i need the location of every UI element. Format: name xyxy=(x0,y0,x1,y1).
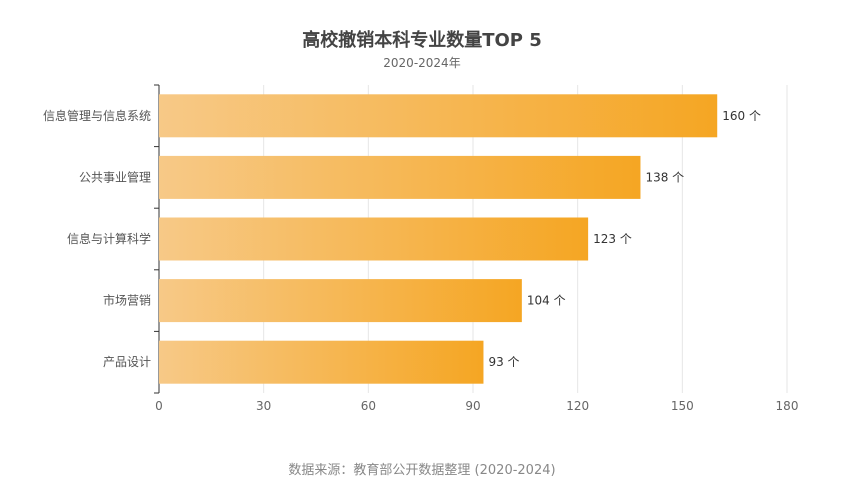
data-label: 93 个 xyxy=(488,355,519,369)
x-tick-label: 30 xyxy=(256,399,271,413)
chart-title: 高校撤销本科专业数量TOP 5 xyxy=(302,30,542,51)
x-tick-label: 90 xyxy=(465,399,480,413)
data-label: 123 个 xyxy=(593,232,632,246)
y-category-label: 信息与计算科学 xyxy=(67,231,151,246)
x-tick-label: 120 xyxy=(566,399,589,413)
data-label: 104 个 xyxy=(527,294,566,308)
data-label: 160 个 xyxy=(722,109,761,123)
y-category-label: 产品设计 xyxy=(103,355,151,369)
y-category-label: 市场营销 xyxy=(103,293,151,308)
bar xyxy=(159,217,589,261)
bar xyxy=(159,340,484,384)
chart-subtitle: 2020-2024年 xyxy=(383,56,461,70)
bar xyxy=(159,94,718,138)
bar xyxy=(159,155,641,199)
y-category-label: 信息管理与信息系统 xyxy=(43,108,151,123)
data-label: 138 个 xyxy=(645,170,684,184)
y-category-label: 公共事业管理 xyxy=(79,169,151,184)
x-tick-label: 150 xyxy=(671,399,694,413)
x-tick-label: 60 xyxy=(361,399,376,413)
bar xyxy=(159,279,522,323)
x-tick-label: 180 xyxy=(776,399,799,413)
chart-source: 数据来源：教育部公开数据整理 (2020-2024) xyxy=(288,463,556,478)
x-tick-label: 0 xyxy=(155,399,163,413)
